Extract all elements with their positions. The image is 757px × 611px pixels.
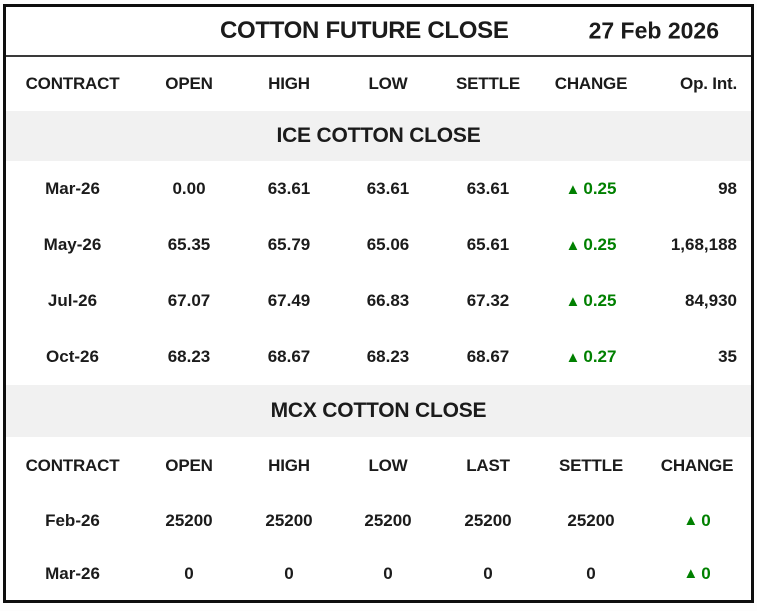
cell-low: 63.61 xyxy=(366,179,410,198)
cell-high: 25200 xyxy=(265,510,313,530)
page-title: COTTON FUTURE CLOSE xyxy=(220,17,509,44)
up-triangle-icon: ▲ xyxy=(683,512,699,529)
cell-open: 67.07 xyxy=(167,291,211,310)
title-divider xyxy=(6,55,751,57)
cell-change: ▲ 0.27 xyxy=(539,347,643,367)
cell-change: ▲ 0.25 xyxy=(539,291,643,311)
cell-settle: 67.32 xyxy=(466,291,510,310)
cell-contract: Feb-26 xyxy=(45,510,100,530)
cell-settle: 0 xyxy=(586,563,596,583)
cell-last: 25200 xyxy=(464,510,512,530)
table-row: Oct-26 68.23 68.67 68.23 68.67 ▲ 0.27 35 xyxy=(6,329,751,385)
cell-change: ▲ 0.25 xyxy=(539,235,643,255)
cell-settle: 25200 xyxy=(567,510,615,530)
column-header-open: OPEN xyxy=(165,455,213,475)
cell-low: 66.83 xyxy=(366,291,410,310)
cell-high: 0 xyxy=(284,563,294,583)
column-header-settle: SETTLE xyxy=(456,74,520,93)
cell-settle: 68.67 xyxy=(466,347,510,366)
column-header-change: CHANGE xyxy=(554,74,628,93)
change-value: 0.25 xyxy=(583,291,617,310)
cell-last: 0 xyxy=(483,563,493,583)
cell-contract: Oct-26 xyxy=(46,347,99,366)
cell-open: 0 xyxy=(184,563,194,583)
cell-contract: Jul-26 xyxy=(47,291,98,310)
up-triangle-icon: ▲ xyxy=(565,292,581,310)
up-triangle-icon: ▲ xyxy=(565,180,581,198)
cell-op-int: 35 xyxy=(718,347,737,366)
change-value: 0.27 xyxy=(583,347,617,366)
title-bar: COTTON FUTURE CLOSE 27 Feb 2026 xyxy=(6,7,751,55)
table-row: Mar-26 0.00 63.61 63.61 63.61 ▲ 0.25 98 xyxy=(6,161,751,217)
cell-contract: May-26 xyxy=(43,235,102,254)
cell-low: 68.23 xyxy=(366,347,410,366)
table-row: Feb-26 25200 25200 25200 25200 25200 ▲ 0 xyxy=(6,494,751,547)
cell-open: 25200 xyxy=(165,510,213,530)
up-triangle-icon: ▲ xyxy=(565,236,581,254)
cell-change: ▲ 0 xyxy=(643,511,751,531)
cell-settle: 65.61 xyxy=(466,235,510,254)
cell-op-int: 1,68,188 xyxy=(670,235,737,254)
cell-low: 0 xyxy=(383,563,393,583)
cell-settle: 63.61 xyxy=(466,179,510,198)
column-header-high: HIGH xyxy=(268,74,310,93)
table-row: Jul-26 67.07 67.49 66.83 67.32 ▲ 0.25 84… xyxy=(6,273,751,329)
column-header-open: OPEN xyxy=(165,74,213,93)
column-header-contract: CONTRACT xyxy=(25,455,120,475)
table-row: May-26 65.35 65.79 65.06 65.61 ▲ 0.25 1,… xyxy=(6,217,751,273)
cell-low: 65.06 xyxy=(366,235,410,254)
mcx-column-header-row: CONTRACT OPEN HIGH LOW LAST SETTLE CHANG… xyxy=(6,437,751,494)
column-header-settle: SETTLE xyxy=(559,455,623,475)
column-header-op-int: Op. Int. xyxy=(680,74,737,93)
ice-section-header: ICE COTTON CLOSE xyxy=(6,111,751,161)
cell-change: ▲ 0.25 xyxy=(539,179,643,199)
cell-contract: Mar-26 xyxy=(45,563,100,583)
cell-open: 65.35 xyxy=(167,235,211,254)
ice-column-header-row: CONTRACT OPEN HIGH LOW SETTLE CHANGE Op.… xyxy=(6,57,751,111)
change-value: 0.25 xyxy=(583,235,617,254)
change-value: 0.25 xyxy=(583,179,617,198)
cell-change: ▲ 0 xyxy=(643,564,751,584)
column-header-low: LOW xyxy=(368,455,408,475)
mcx-section-header: MCX COTTON CLOSE xyxy=(6,385,751,437)
up-triangle-icon: ▲ xyxy=(565,348,581,366)
cell-open: 0.00 xyxy=(172,179,206,198)
cell-high: 63.61 xyxy=(267,179,311,198)
cell-contract: Mar-26 xyxy=(45,179,100,198)
cotton-future-close-table: COTTON FUTURE CLOSE 27 Feb 2026 CONTRACT… xyxy=(3,4,754,603)
cell-op-int: 98 xyxy=(718,179,737,198)
cell-open: 68.23 xyxy=(167,347,211,366)
change-value: 0 xyxy=(701,510,711,530)
cell-low: 25200 xyxy=(364,510,412,530)
column-header-low: LOW xyxy=(368,74,408,93)
column-header-contract: CONTRACT xyxy=(25,74,120,93)
cell-high: 67.49 xyxy=(267,291,311,310)
table-row: Mar-26 0 0 0 0 0 ▲ 0 xyxy=(6,547,751,600)
column-header-change: CHANGE xyxy=(660,455,734,475)
cell-op-int: 84,930 xyxy=(685,291,737,310)
cell-high: 65.79 xyxy=(267,235,311,254)
up-triangle-icon: ▲ xyxy=(683,565,699,582)
change-value: 0 xyxy=(701,563,711,583)
cell-high: 68.67 xyxy=(267,347,311,366)
column-header-high: HIGH xyxy=(268,455,310,475)
report-date: 27 Feb 2026 xyxy=(588,17,719,44)
column-header-last: LAST xyxy=(466,455,510,475)
